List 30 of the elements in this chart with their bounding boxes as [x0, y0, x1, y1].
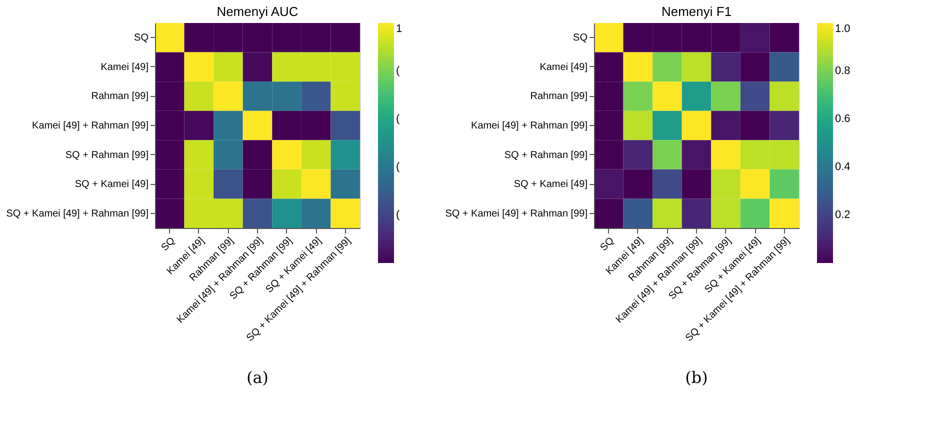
text: (a) [246, 368, 269, 387]
y-tick-label: SQ + Rahman [99] [504, 150, 588, 161]
color-bar-label: 0.8 [835, 65, 850, 77]
chart-title: Nemenyi AUC [216, 4, 298, 19]
y-tick-label: Kamei [49] + Rahman [99] [471, 120, 588, 132]
y-tick-label: SQ [573, 32, 588, 44]
color-bar-label: ( [396, 65, 400, 77]
y-tick-label: Kamei [49] + Rahman [99] [32, 120, 149, 132]
y-tick-label: SQ + Kamei [49] + Rahman [99] [445, 208, 588, 220]
color-bar-label: 0.2 [835, 209, 850, 221]
color-bar-label: ( [396, 113, 400, 125]
y-tick-label: SQ + Kamei [49] [74, 179, 149, 190]
x-tick-label: SQ [598, 235, 617, 254]
x-tick-label: SQ [159, 235, 178, 254]
y-tick-label: Kamei [49] [540, 62, 588, 73]
y-tick-label: SQ + Kamei [49] + Rahman [99] [6, 208, 149, 220]
text: (b) [685, 368, 708, 387]
color-bar-label: 1.0 [835, 23, 850, 35]
color-bar-label: 0.4 [835, 161, 850, 173]
y-tick-label: SQ + Kamei [49] [514, 179, 588, 190]
y-tick-label: SQ [134, 32, 149, 44]
y-tick-label: Kamei [49] [100, 62, 149, 73]
y-tick-label: SQ + Rahman [99] [65, 150, 149, 161]
color-bar-label: ( [396, 209, 400, 221]
y-tick-label: Rahman [99] [530, 91, 588, 102]
color-bar-label: 1 [396, 23, 402, 35]
y-tick-label: Rahman [99] [91, 91, 149, 102]
chart-title: Nemenyi F1 [661, 4, 732, 19]
color-bar-label: 0.6 [835, 113, 850, 125]
color-bar-label: ( [396, 161, 400, 173]
